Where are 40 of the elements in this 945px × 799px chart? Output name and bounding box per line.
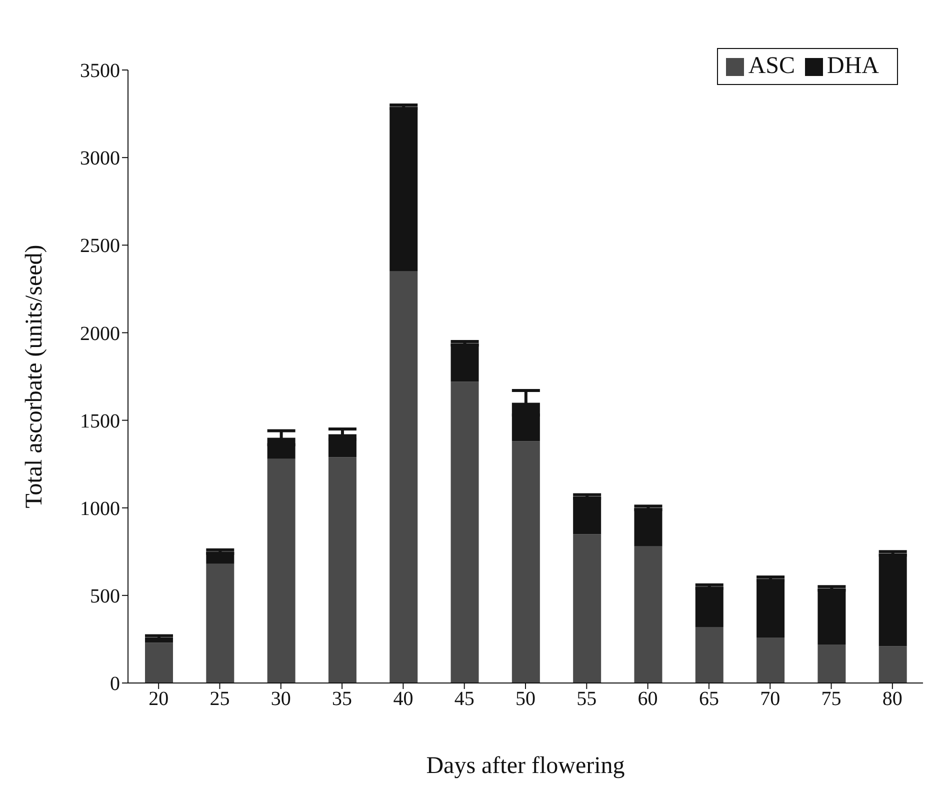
bar: [145, 642, 173, 683]
x-tick-label: 45: [454, 688, 474, 710]
bar: [573, 534, 602, 683]
y-tick-label: 3000: [80, 148, 120, 170]
bar: [450, 382, 479, 683]
bar: [267, 458, 296, 683]
x-tick-label: 60: [638, 688, 658, 710]
x-tick-label: 70: [760, 688, 780, 710]
y-tick-label: 2500: [80, 235, 120, 258]
bar: [328, 457, 356, 683]
x-tick-label: 20: [148, 688, 169, 710]
bar: [878, 646, 907, 683]
y-tick-label: 1500: [80, 410, 120, 432]
bar: [695, 586, 724, 627]
y-axis-title: Total ascorbate (units/seed): [22, 244, 48, 508]
bar: [695, 626, 724, 683]
bar: [818, 644, 846, 683]
bar: [206, 564, 234, 683]
y-tick-label: 3500: [80, 60, 120, 82]
x-tick-label: 25: [210, 688, 230, 710]
y-tick-label: 500: [90, 586, 120, 608]
x-tick-label: 50: [516, 688, 536, 710]
bar: [634, 546, 662, 683]
y-tick-label: 0: [110, 673, 120, 696]
x-tick-label: 40: [393, 688, 414, 710]
y-tick-label: 1000: [80, 498, 120, 520]
x-tick-label: 65: [698, 688, 719, 710]
bar: [390, 271, 418, 683]
x-tick-label: 35: [332, 688, 352, 710]
x-tick-label: 30: [270, 688, 291, 710]
x-tick-label: 55: [576, 688, 597, 710]
legend-label: DHA: [827, 53, 879, 79]
x-tick-label: 75: [821, 688, 842, 710]
bar: [450, 343, 479, 382]
x-tick-label: 80: [882, 688, 902, 710]
x-axis-title: Days after flowering: [426, 753, 625, 779]
legend-label: ASC: [748, 53, 795, 79]
y-tick-label: 2000: [80, 322, 120, 345]
bar: [756, 637, 785, 683]
bar: [512, 441, 540, 683]
